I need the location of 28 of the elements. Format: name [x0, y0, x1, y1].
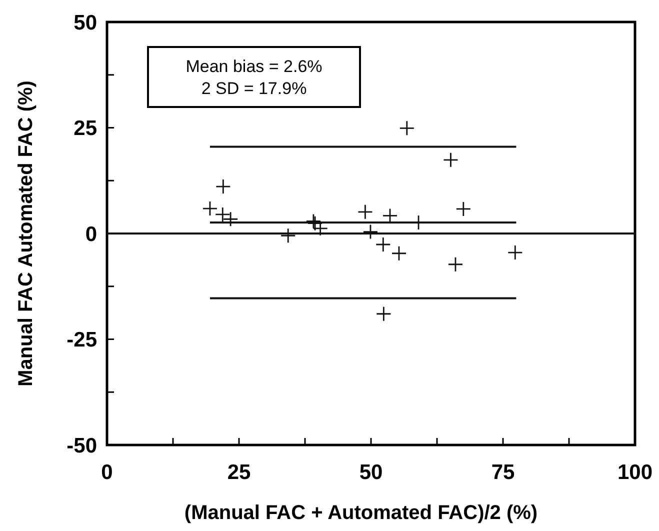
y-tick-label: -50 [66, 434, 97, 458]
y-tick-label: 50 [74, 11, 97, 34]
x-tick-label: 0 [101, 461, 113, 484]
y-axis-title: Manual FAC Automated FAC (%) [15, 80, 37, 386]
point [376, 306, 392, 322]
point [448, 256, 464, 272]
x-tick-label: 25 [227, 461, 251, 484]
x-tick-label: 100 [617, 461, 653, 484]
y-tick-label: 0 [85, 222, 97, 246]
point [456, 201, 472, 217]
point [362, 224, 378, 240]
point [391, 246, 407, 262]
point [375, 236, 391, 252]
point [507, 244, 523, 260]
y-tick-label: 25 [74, 117, 98, 140]
text-box: Mean bias = 2.6% 2 SD = 17.9% [147, 46, 361, 108]
point [382, 208, 398, 224]
point [215, 178, 231, 194]
annotation: Mean bias = 2.6% 2 SD = 17.9% [186, 57, 322, 98]
x-tick-label: 50 [359, 461, 383, 484]
x-tick-label: 75 [491, 461, 515, 484]
point [399, 120, 415, 136]
point [202, 200, 218, 216]
x-axis-title: (Manual FAC + Automated FAC)/2 (%) [184, 502, 538, 524]
point [443, 152, 458, 168]
point [357, 204, 373, 220]
point [280, 228, 296, 244]
y-tick-label: -25 [66, 328, 98, 352]
